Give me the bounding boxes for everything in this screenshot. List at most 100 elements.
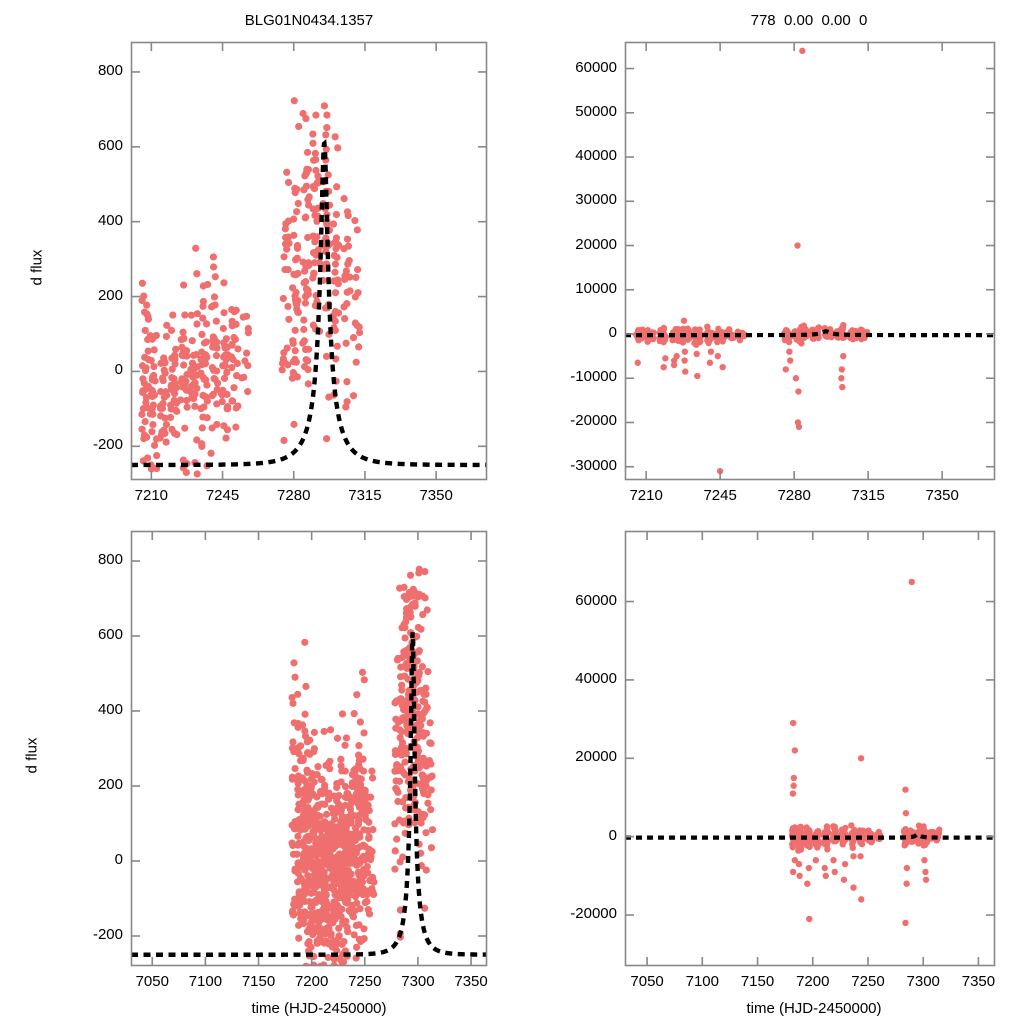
data-point (147, 405, 155, 413)
data-point-outlier (796, 872, 803, 880)
data-point (354, 266, 362, 274)
data-point (418, 771, 426, 779)
data-point (334, 144, 342, 152)
x-tick-label-top-left-4: 7350 (419, 487, 453, 504)
data-point (228, 363, 236, 372)
data-point (193, 470, 201, 478)
data-point (291, 347, 299, 355)
data-point (157, 402, 165, 410)
data-point (363, 807, 372, 815)
data-point (148, 428, 156, 436)
data-point (424, 799, 432, 807)
data-point (304, 165, 313, 174)
data-point (213, 367, 221, 375)
data-point-outlier (662, 355, 669, 362)
data-point (342, 917, 350, 925)
data-point (242, 312, 251, 320)
data-point-outlier (789, 790, 797, 797)
data-point (299, 919, 308, 928)
data-point (284, 265, 292, 274)
data-point (282, 233, 290, 242)
y-tick-label-top-left-4: 600 (97, 136, 123, 154)
data-point-outlier (789, 868, 797, 876)
data-point (354, 763, 362, 772)
data-point (714, 336, 721, 344)
x-tick-label-top-right-2: 7280 (777, 487, 811, 504)
data-point-outlier (850, 884, 857, 891)
data-point (332, 210, 341, 219)
data-point-outlier (821, 864, 828, 872)
y-tick-label-top-left-3: 400 (97, 211, 123, 229)
data-point (364, 869, 372, 877)
data-point (331, 133, 339, 141)
data-point (391, 699, 399, 707)
data-layer (625, 47, 995, 475)
data-point (352, 358, 360, 366)
data-point (419, 610, 427, 619)
data-point (198, 361, 206, 369)
data-point (310, 156, 318, 164)
data-point (327, 930, 335, 938)
data-point-outlier (903, 880, 910, 887)
x-tick-label-bottom-right-3: 7200 (796, 973, 830, 990)
data-point (181, 424, 189, 432)
data-point-outlier (790, 782, 797, 789)
data-point-outlier (839, 383, 846, 391)
data-point (345, 845, 354, 854)
data-point-outlier (634, 359, 641, 366)
data-point (209, 253, 218, 261)
data-point (369, 888, 377, 896)
data-point (359, 755, 367, 763)
data-point (936, 826, 943, 833)
x-tick-label-top-left-3: 7315 (348, 487, 382, 504)
data-point (311, 248, 319, 257)
data-point (300, 186, 308, 194)
data-point (312, 111, 320, 119)
data-point (294, 841, 302, 849)
data-point (138, 296, 146, 305)
data-point (363, 897, 371, 906)
data-point (368, 774, 377, 782)
data-point (333, 734, 342, 742)
data-point (353, 226, 361, 234)
data-point (224, 403, 232, 411)
data-point (222, 434, 230, 442)
data-point (177, 396, 185, 404)
data-point (406, 571, 415, 579)
data-point (368, 767, 376, 775)
data-point (147, 356, 155, 365)
x-tick-label-bottom-left-6: 7350 (454, 973, 488, 990)
data-point (149, 410, 157, 418)
data-point (138, 279, 146, 287)
data-point (304, 796, 312, 804)
x-tick-label-bottom-left-1: 7100 (188, 973, 223, 990)
data-point (232, 404, 240, 412)
data-point (419, 754, 427, 762)
data-point (421, 567, 429, 576)
data-point (304, 822, 313, 830)
data-point (139, 388, 147, 397)
data-point (190, 365, 198, 373)
y-tick-label-bottom-right-4: 60000 (575, 591, 617, 609)
data-point (198, 442, 206, 450)
data-point (323, 111, 331, 119)
data-point (401, 634, 409, 642)
data-point (644, 327, 652, 334)
data-point (162, 332, 171, 341)
data-point-outlier (790, 774, 798, 782)
data-point (333, 938, 341, 946)
data-point (347, 870, 355, 878)
plot-frame (624, 41, 996, 481)
data-point (830, 823, 837, 830)
data-point (293, 208, 301, 216)
data-point (150, 346, 158, 354)
x-tick-label-bottom-left-3: 7200 (294, 973, 329, 990)
y-tick-label-top-left-5: 800 (97, 61, 123, 79)
data-point-outlier (694, 372, 701, 380)
data-point (356, 905, 364, 913)
data-point-outlier (908, 578, 915, 586)
data-point (183, 403, 191, 411)
x-tick-label-bottom-left-0: 7050 (135, 973, 169, 990)
